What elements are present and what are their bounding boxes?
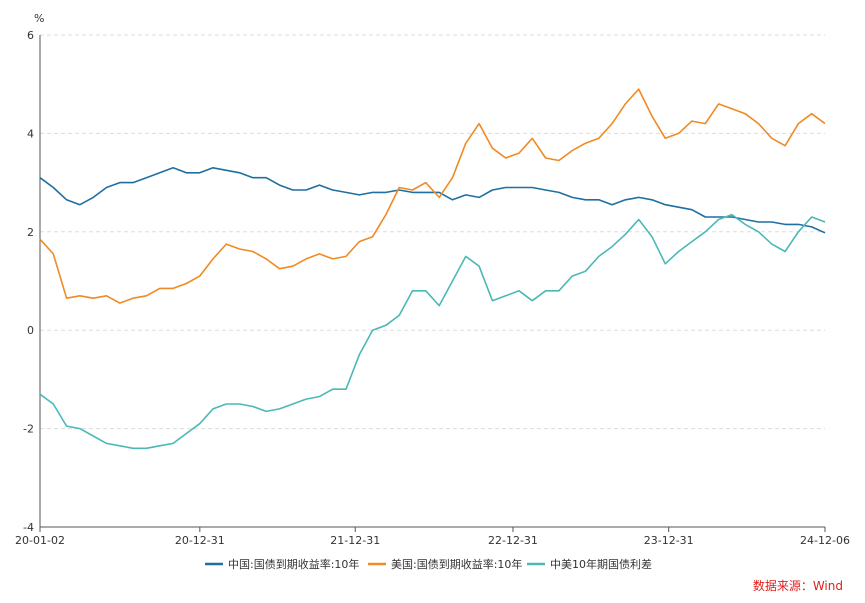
legend-label-0: 中国:国债到期收益率:10年	[228, 557, 359, 571]
y-tick-labels: 6 4 2 0 -2 -4	[23, 29, 34, 534]
x-tick-label: 24-12-06	[800, 534, 850, 547]
y-tick-label: 6	[27, 29, 34, 42]
x-tick-label: 20-01-02	[15, 534, 65, 547]
x-tick-label: 22-12-31	[488, 534, 538, 547]
y-tick-label: 2	[27, 226, 34, 239]
series-lines	[39, 88, 826, 450]
x-tick-label: 23-12-31	[644, 534, 694, 547]
x-tick-label: 20-12-31	[175, 534, 225, 547]
series-line-0	[39, 167, 826, 234]
y-tick-label: 4	[27, 127, 34, 140]
series-line-2	[39, 213, 826, 450]
legend-label-1: 美国:国债到期收益率:10年	[391, 557, 522, 571]
grid-lines	[40, 34, 825, 528]
legend: 中国:国债到期收益率:10年 美国:国债到期收益率:10年 中美10年期国债利差	[205, 557, 652, 571]
x-tick-labels: 20-01-02 20-12-31 21-12-31 22-12-31 23-12-31…	[15, 527, 850, 547]
x-tick-label: 21-12-31	[330, 534, 380, 547]
series-line-1	[39, 88, 826, 304]
legend-label-2: 中美10年期国债利差	[550, 557, 652, 571]
y-tick-label: 0	[27, 324, 34, 337]
y-tick-label: -4	[23, 521, 34, 534]
y-tick-label: -2	[23, 423, 34, 436]
axes	[39, 35, 825, 528]
source-note: 数据来源：Wind	[753, 578, 843, 593]
y-unit-label: %	[34, 12, 44, 25]
